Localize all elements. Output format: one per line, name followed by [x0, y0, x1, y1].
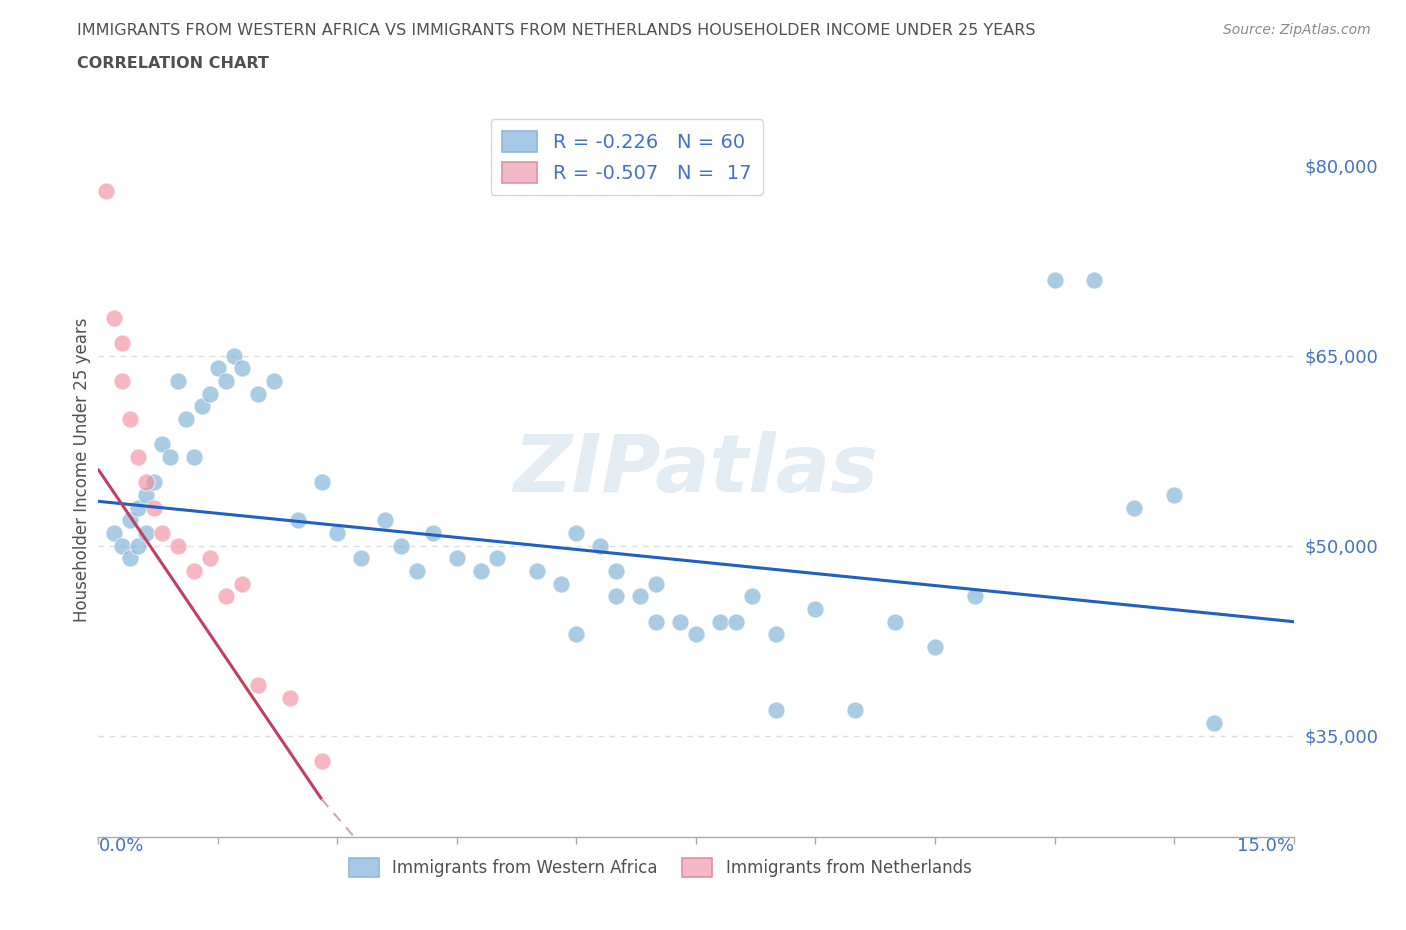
Point	[470, 564, 492, 578]
Point	[645, 614, 668, 629]
Point	[150, 437, 173, 452]
Point	[709, 614, 731, 629]
Point	[565, 525, 588, 540]
Point	[246, 678, 269, 693]
Text: IMMIGRANTS FROM WESTERN AFRICA VS IMMIGRANTS FROM NETHERLANDS HOUSEHOLDER INCOME: IMMIGRANTS FROM WESTERN AFRICA VS IMMIGR…	[77, 23, 1036, 38]
Point	[350, 551, 373, 565]
Point	[1202, 715, 1225, 730]
Point	[526, 564, 548, 578]
Text: ZIPatlas: ZIPatlas	[513, 431, 879, 509]
Point	[645, 577, 668, 591]
Point	[135, 525, 157, 540]
Point	[565, 627, 588, 642]
Point	[159, 449, 181, 464]
Point	[120, 551, 142, 565]
Point	[406, 564, 429, 578]
Point	[485, 551, 508, 565]
Point	[605, 564, 627, 578]
Point	[183, 564, 205, 578]
Point	[96, 183, 118, 198]
Point	[111, 374, 134, 389]
Point	[231, 577, 253, 591]
Point	[724, 614, 747, 629]
Point	[127, 449, 149, 464]
Point	[263, 374, 285, 389]
Point	[150, 525, 173, 540]
Point	[183, 449, 205, 464]
Point	[1123, 500, 1146, 515]
Point	[884, 614, 907, 629]
Point	[669, 614, 692, 629]
Point	[198, 386, 221, 401]
Point	[143, 475, 166, 490]
Point	[143, 500, 166, 515]
Point	[446, 551, 468, 565]
Point	[628, 589, 651, 604]
Point	[1083, 272, 1105, 287]
Point	[685, 627, 707, 642]
Point	[103, 525, 125, 540]
Point	[120, 412, 142, 427]
Point	[127, 500, 149, 515]
Y-axis label: Householder Income Under 25 years: Householder Income Under 25 years	[73, 317, 91, 622]
Point	[215, 374, 238, 389]
Text: CORRELATION CHART: CORRELATION CHART	[77, 56, 269, 71]
Point	[1043, 272, 1066, 287]
Point	[135, 475, 157, 490]
Point	[287, 512, 309, 527]
Point	[605, 589, 627, 604]
Point	[1163, 487, 1185, 502]
Point	[765, 703, 787, 718]
Point	[167, 374, 190, 389]
Point	[804, 602, 827, 617]
Point	[311, 475, 333, 490]
Point	[311, 753, 333, 768]
Point	[111, 538, 134, 553]
Legend: Immigrants from Western Africa, Immigrants from Netherlands: Immigrants from Western Africa, Immigran…	[342, 852, 979, 883]
Point	[278, 690, 301, 705]
Point	[135, 487, 157, 502]
Point	[374, 512, 396, 527]
Point	[174, 412, 197, 427]
Point	[222, 348, 245, 363]
Point	[765, 627, 787, 642]
Text: 15.0%: 15.0%	[1236, 837, 1294, 855]
Point	[198, 551, 221, 565]
Point	[246, 386, 269, 401]
Point	[120, 512, 142, 527]
Point	[215, 589, 238, 604]
Point	[111, 336, 134, 351]
Point	[741, 589, 763, 604]
Point	[167, 538, 190, 553]
Point	[844, 703, 866, 718]
Text: 0.0%: 0.0%	[98, 837, 143, 855]
Point	[103, 311, 125, 325]
Point	[422, 525, 444, 540]
Point	[326, 525, 349, 540]
Point	[924, 640, 946, 655]
Point	[127, 538, 149, 553]
Point	[389, 538, 412, 553]
Point	[191, 399, 214, 414]
Point	[589, 538, 612, 553]
Point	[550, 577, 572, 591]
Point	[231, 361, 253, 376]
Point	[207, 361, 229, 376]
Point	[963, 589, 986, 604]
Text: Source: ZipAtlas.com: Source: ZipAtlas.com	[1223, 23, 1371, 37]
